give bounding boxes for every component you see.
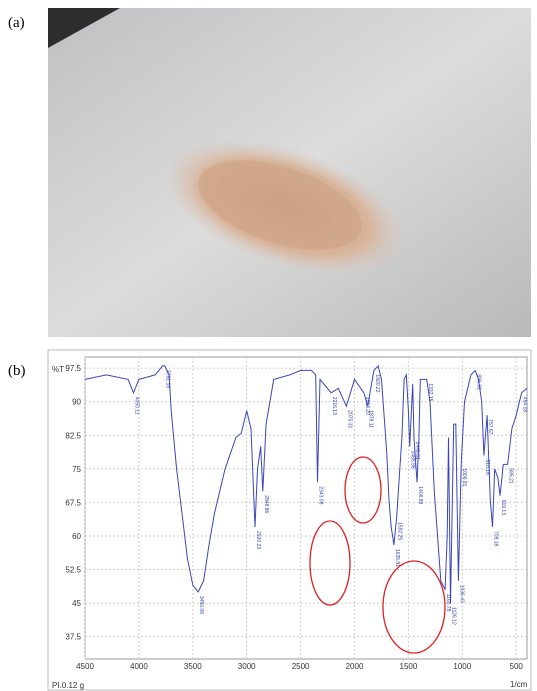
y-tick-label: 97.5 <box>65 364 81 373</box>
peak-label: 3450.08 <box>198 596 204 614</box>
y-tick-label: 67.5 <box>65 498 81 507</box>
x-tick-label: 2500 <box>292 662 310 671</box>
x-tick-label: 4500 <box>76 662 94 671</box>
peak-label: 1006.81 <box>461 468 467 486</box>
y-tick-label: 82.5 <box>65 431 81 440</box>
peak-label: 1448.81 <box>414 442 420 460</box>
peak-label: 1488.96 <box>410 450 416 468</box>
panel-label: (a) <box>8 15 25 31</box>
panel-label: (b) <box>8 363 26 379</box>
y-tick-label: 52.5 <box>65 566 81 575</box>
y-tick-label: 37.5 <box>65 633 81 642</box>
y-tick-label: 60 <box>72 532 81 541</box>
peak-label: 4050.11 <box>134 397 140 415</box>
peak-label: 1635.81 <box>394 549 400 567</box>
y-tick-label: 45 <box>72 599 81 608</box>
peak-label: 2075.31 <box>346 410 352 428</box>
peak-label: 1036.43 <box>458 585 464 603</box>
peak-label: 2920.23 <box>255 531 261 549</box>
peak-label: 1332.15 <box>427 383 433 401</box>
peak-label: 2343.08 <box>318 486 324 504</box>
plot: 97.5 90 82.5 75 67.5 60 52.5 45 37.5 4500 4000 3500… <box>65 356 528 671</box>
peak-label: 3761.18 <box>165 370 171 388</box>
x-tick-label: 3000 <box>238 662 256 671</box>
peak-label: 1126.12 <box>450 607 456 625</box>
y-axis-label: %T <box>52 365 64 374</box>
x-tick-label: 3500 <box>184 662 202 671</box>
y-tick-label: 75 <box>72 465 81 474</box>
plot-area <box>84 356 528 660</box>
spectrum-line <box>84 364 528 604</box>
peak-label: 1820.22 <box>374 374 380 392</box>
peak-label: 1406.89 <box>417 486 423 504</box>
peak-label: 1913.20 <box>364 397 370 415</box>
peak-label: 2216.13 <box>331 397 337 415</box>
peak-label: 708.18 <box>493 531 499 547</box>
x-tick-label: 2000 <box>346 662 364 671</box>
peak-label: 2848.86 <box>263 495 269 513</box>
x-tick-label: 1000 <box>453 662 471 671</box>
photo <box>48 8 531 337</box>
peak-label: 586.21 <box>508 468 514 484</box>
peak-label: 619.13 <box>500 500 506 516</box>
peak-label: 810.18 <box>484 459 490 475</box>
chart-frame <box>47 349 532 691</box>
peak-label: 896.31 <box>475 374 481 390</box>
x-tick-label: 1500 <box>400 662 418 671</box>
highlights <box>309 456 446 654</box>
peak-label: 767.67 <box>487 419 493 435</box>
peak-label: 464.18 <box>522 397 528 413</box>
note: PI.0.12 g <box>52 681 84 690</box>
peak-label: 1160.78 <box>445 594 451 612</box>
y-tick-label: 90 <box>72 398 81 407</box>
x-axis-label: 1/cm <box>510 680 528 689</box>
peak-label: 1878.11 <box>368 410 374 428</box>
x-tick-label: 500 <box>510 662 524 671</box>
x-tick-label: 4000 <box>130 662 148 671</box>
peak-label: 1592.25 <box>397 522 403 540</box>
